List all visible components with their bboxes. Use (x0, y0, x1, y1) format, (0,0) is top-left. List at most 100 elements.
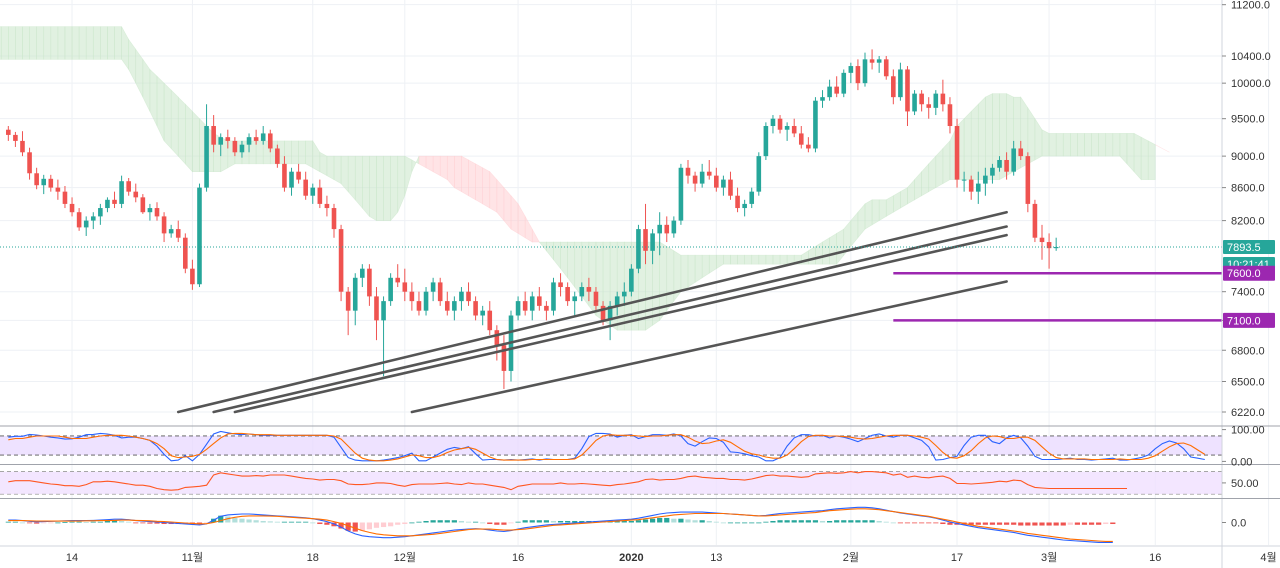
candle-body (522, 301, 528, 311)
candle-down (565, 282, 570, 306)
cloud-segment (1084, 133, 1092, 157)
cloud-segment (291, 140, 299, 165)
cloud-segment (680, 254, 689, 293)
cloud-segment (857, 203, 866, 239)
time-tick-label: 3월 (1041, 551, 1057, 564)
candle-down (48, 174, 54, 192)
candle-down (76, 208, 82, 231)
trendline[interactable] (176, 210, 1008, 414)
macd-histogram-bar (819, 520, 826, 523)
candle-body (784, 126, 790, 130)
candle-body (544, 305, 549, 311)
candle-body (423, 291, 429, 311)
candle-body (98, 208, 103, 217)
candle-body (430, 282, 436, 292)
horizontal-levels[interactable] (0, 246, 1222, 322)
macd-histogram-bar (76, 521, 82, 523)
trendline[interactable] (410, 280, 1008, 414)
macd-histogram-bar (657, 517, 663, 523)
candle-body (211, 126, 216, 145)
candle-down (791, 118, 797, 138)
current-price-tag-text: 7893.5 (1227, 242, 1261, 254)
macd-histogram-bar (1110, 522, 1116, 525)
cloud-segment (0, 26, 9, 60)
macd-histogram-bar (126, 521, 132, 523)
candle-body (714, 175, 719, 188)
cloud-segment (135, 48, 144, 98)
indicator-tick-label: 0.00 (1231, 456, 1252, 468)
cloud-segment (970, 103, 979, 180)
candle-body (862, 59, 868, 84)
trendlines[interactable] (176, 210, 1008, 414)
macd-histogram-bar (62, 522, 68, 523)
cloud-segment (517, 202, 526, 239)
macd-histogram-bar (1053, 522, 1059, 526)
cloud-segment (737, 254, 745, 265)
candle-body (289, 171, 294, 188)
cloud-segment (900, 187, 908, 209)
candle-up (770, 115, 776, 134)
candle-down (395, 264, 401, 288)
candle-down (706, 159, 712, 180)
candle-up (650, 229, 655, 265)
macd-histogram-bar (1103, 522, 1109, 525)
candle-body (41, 178, 47, 186)
macd-histogram-bar (926, 522, 932, 524)
cloud-segment (15, 26, 23, 60)
level-price-tag[interactable]: 7600.0 (1223, 265, 1275, 281)
level-price-tag[interactable]: 7100.0 (1223, 312, 1275, 328)
macd-histogram-bar (288, 521, 295, 523)
candle-body (218, 137, 224, 145)
macd-histogram-bar (862, 520, 868, 523)
candle-body (579, 287, 585, 297)
candle-up (508, 310, 514, 382)
candle-up (671, 216, 677, 238)
macd-histogram-bar (5, 521, 11, 523)
cloud-segment (928, 155, 937, 193)
candle-body (161, 216, 167, 234)
macd-histogram-bar (692, 520, 698, 523)
cloud-segment (347, 155, 356, 201)
candle-body (621, 291, 627, 297)
candle-up (721, 175, 726, 196)
macd-histogram-bar (310, 522, 316, 524)
current-price-tag[interactable]: 7893.5 (1223, 239, 1275, 254)
candle-body (763, 126, 769, 157)
cloud-segment (538, 241, 547, 252)
macd-histogram-bar (890, 522, 896, 524)
candle-body (487, 310, 493, 331)
candle-body (260, 133, 266, 141)
candle-up (579, 282, 585, 302)
time-tick-label: 14 (66, 552, 78, 564)
cloud-segment (43, 26, 52, 60)
cloud-segment (963, 110, 972, 180)
candle-up (827, 79, 832, 101)
candle-up (898, 62, 903, 101)
cloud-segment (114, 26, 122, 60)
candle-down (728, 171, 733, 200)
candle-down (869, 49, 875, 70)
candle-body (1032, 203, 1038, 238)
cloud-segment (22, 26, 30, 60)
trendline[interactable] (212, 225, 1008, 414)
time-axis[interactable]: 14 11월 18 12월 16 2020 13 2월 17 3월 16 4월 (66, 551, 1277, 564)
candle-body (437, 282, 443, 302)
candle-down (473, 296, 478, 321)
macd-histogram-bar (97, 521, 103, 523)
candle-down (685, 159, 691, 184)
trendline[interactable] (233, 233, 1008, 414)
cloud-segment (376, 155, 384, 221)
macd-histogram-bar (246, 519, 252, 523)
candle-down (161, 212, 167, 243)
candle-down (183, 233, 188, 274)
cloud-segment (475, 163, 483, 205)
candle-up (360, 264, 365, 288)
cloud-segment (369, 155, 377, 222)
macd-histogram-bar (621, 520, 627, 523)
macd-histogram-bar (119, 520, 125, 523)
candle-body (933, 93, 939, 108)
candle-up (756, 152, 762, 196)
macd-histogram-bar (756, 522, 762, 524)
macd-histogram-bar (402, 522, 408, 525)
